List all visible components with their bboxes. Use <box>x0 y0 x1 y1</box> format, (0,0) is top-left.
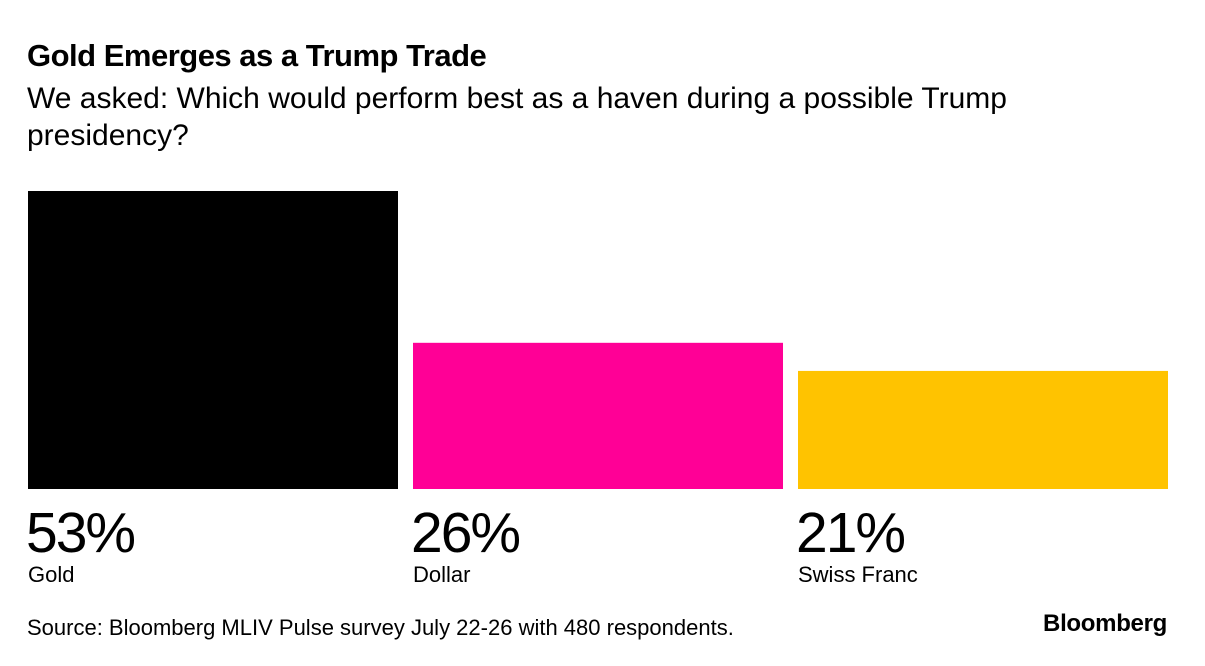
source-note: Source: Bloomberg MLIV Pulse survey July… <box>27 615 734 640</box>
bloomberg-logo: Bloomberg <box>1043 610 1167 637</box>
chart-subtitle: We asked: Which would perform best as a … <box>27 82 1007 152</box>
bar-gold <box>28 191 398 489</box>
value-label: 26% <box>411 501 519 565</box>
bar-swiss-franc <box>798 370 1168 489</box>
value-label: 53% <box>26 501 134 565</box>
category-label: Gold <box>28 562 74 587</box>
chart-title: Gold Emerges as a Trump Trade <box>27 38 487 73</box>
category-label: Swiss Franc <box>798 562 918 587</box>
category-label: Dollar <box>413 562 470 587</box>
value-label: 21% <box>796 501 904 565</box>
bar-dollar <box>413 342 783 489</box>
